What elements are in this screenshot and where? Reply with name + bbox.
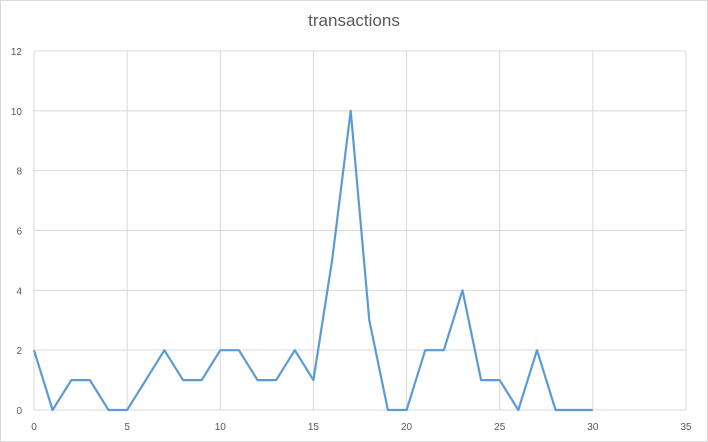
y-tick-label: 10 [11,107,23,118]
x-tick-label: 20 [401,422,413,433]
y-tick-label: 6 [16,227,22,238]
x-tick-label: 0 [31,422,37,433]
x-tick-label: 35 [680,422,692,433]
x-tick-label: 5 [124,422,130,433]
series-layer [32,109,593,412]
y-tick-label: 2 [16,346,22,357]
y-tick-label: 12 [11,47,23,58]
x-tick-label: 25 [494,422,506,433]
x-tick-label: 15 [308,422,320,433]
x-axis-tick-labels: 0 5 10 15 20 25 30 35 [31,422,692,433]
chart-title: transactions [308,11,400,30]
y-tick-label: 8 [16,167,22,178]
grid-lines [33,50,687,411]
x-tick-label: 30 [587,422,599,433]
x-tick-label: 10 [215,422,227,433]
series-line [32,109,593,412]
y-tick-label: 0 [16,406,22,417]
y-tick-label: 4 [16,286,22,297]
y-axis-tick-labels: 0 2 4 6 8 10 12 [11,47,23,417]
